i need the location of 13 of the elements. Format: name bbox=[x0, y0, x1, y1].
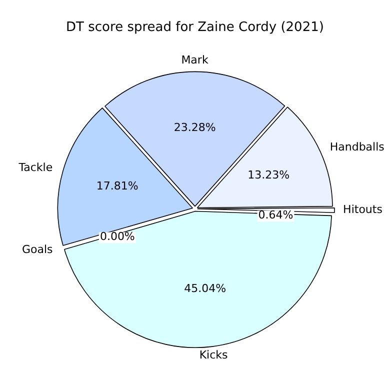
data-label: 45.04% bbox=[184, 282, 226, 295]
slice-label: Hitouts bbox=[343, 203, 383, 216]
data-label: 0.64% bbox=[258, 208, 294, 222]
data-label: 23.28% bbox=[174, 120, 216, 134]
slice-label: Handballs bbox=[330, 140, 385, 154]
data-label: 17.81% bbox=[96, 179, 138, 192]
slice-label: Mark bbox=[181, 54, 209, 67]
slice-label: Tackle bbox=[18, 160, 53, 174]
chart-title: DT score spread for Zaine Cordy (2021) bbox=[66, 20, 324, 36]
category-label: Goals bbox=[22, 242, 53, 256]
text: 0.00% bbox=[100, 230, 135, 244]
slice-label: Kicks bbox=[199, 348, 228, 362]
data-label: 13.23% bbox=[248, 168, 290, 182]
